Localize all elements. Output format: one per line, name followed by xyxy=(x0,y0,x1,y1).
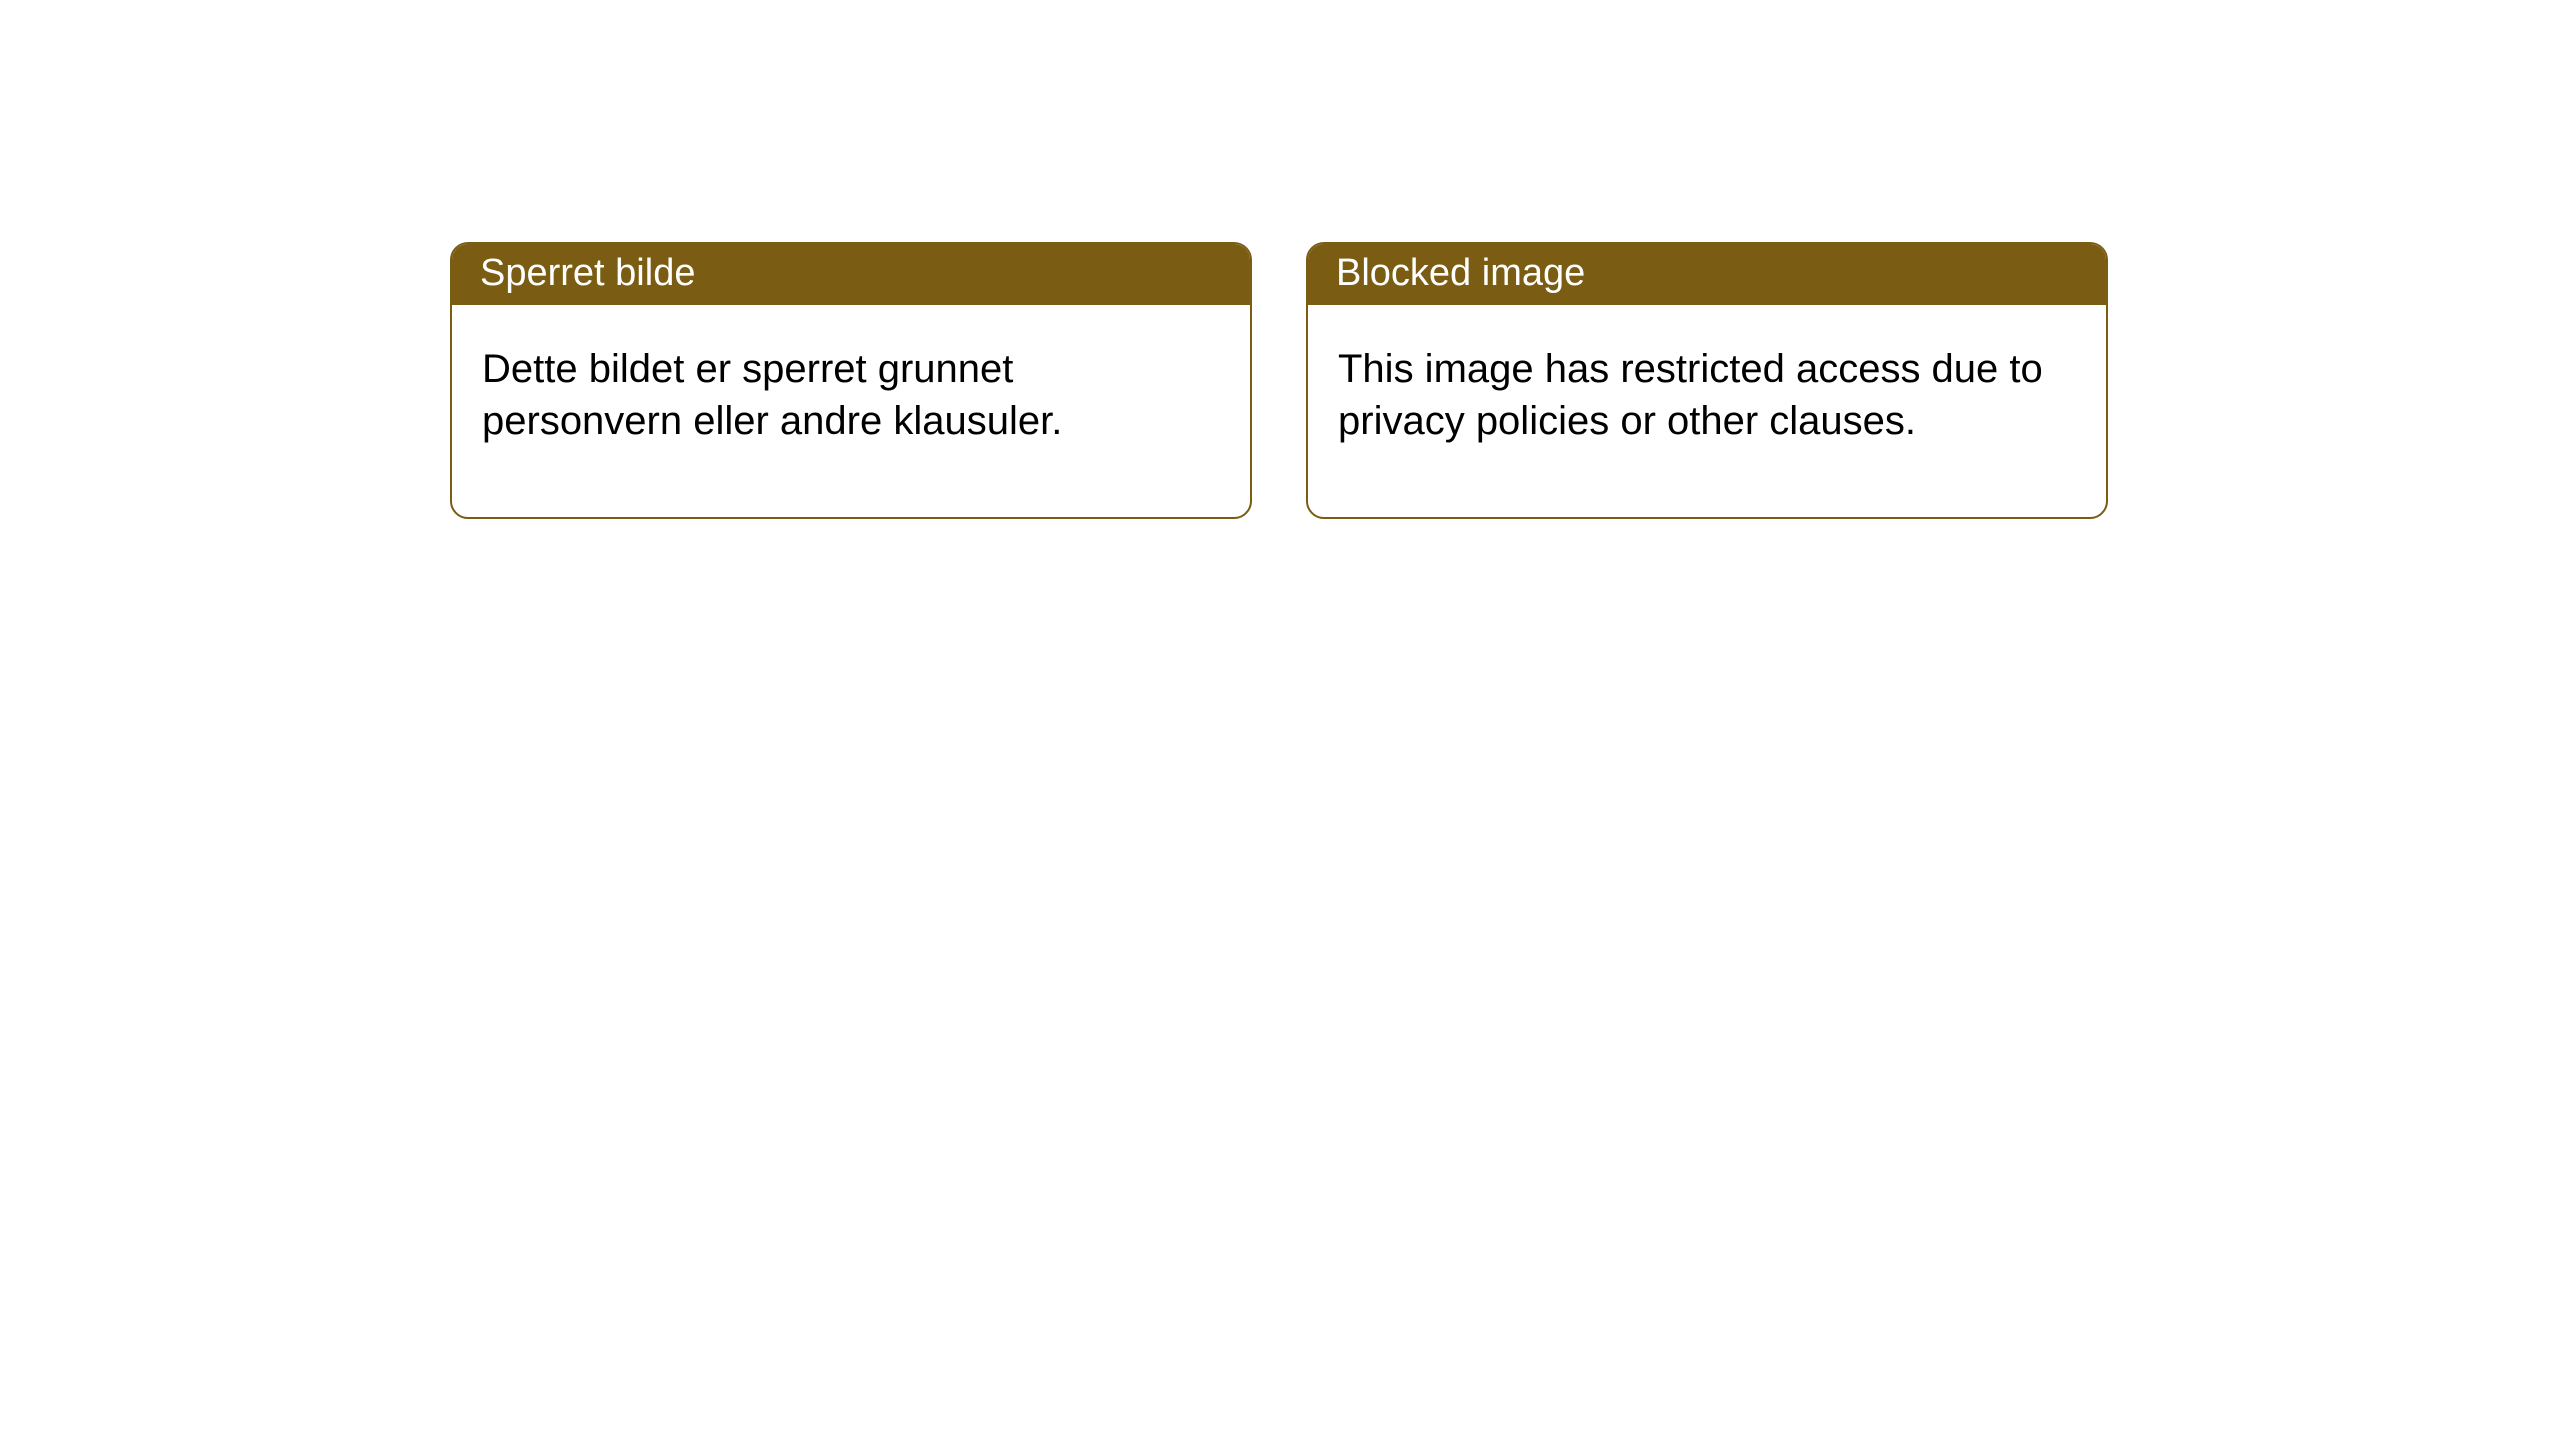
blocked-image-card-no: Sperret bilde Dette bildet er sperret gr… xyxy=(450,242,1252,519)
card-header: Sperret bilde xyxy=(452,244,1250,305)
card-body: Dette bildet er sperret grunnet personve… xyxy=(452,305,1250,517)
card-title: Blocked image xyxy=(1336,252,1585,294)
blocked-image-card-en: Blocked image This image has restricted … xyxy=(1306,242,2108,519)
card-body: This image has restricted access due to … xyxy=(1308,305,2106,517)
card-body-text: This image has restricted access due to … xyxy=(1338,347,2043,443)
card-title: Sperret bilde xyxy=(480,252,695,294)
card-header: Blocked image xyxy=(1308,244,2106,305)
notice-container: Sperret bilde Dette bildet er sperret gr… xyxy=(0,0,2560,519)
card-body-text: Dette bildet er sperret grunnet personve… xyxy=(482,347,1062,443)
